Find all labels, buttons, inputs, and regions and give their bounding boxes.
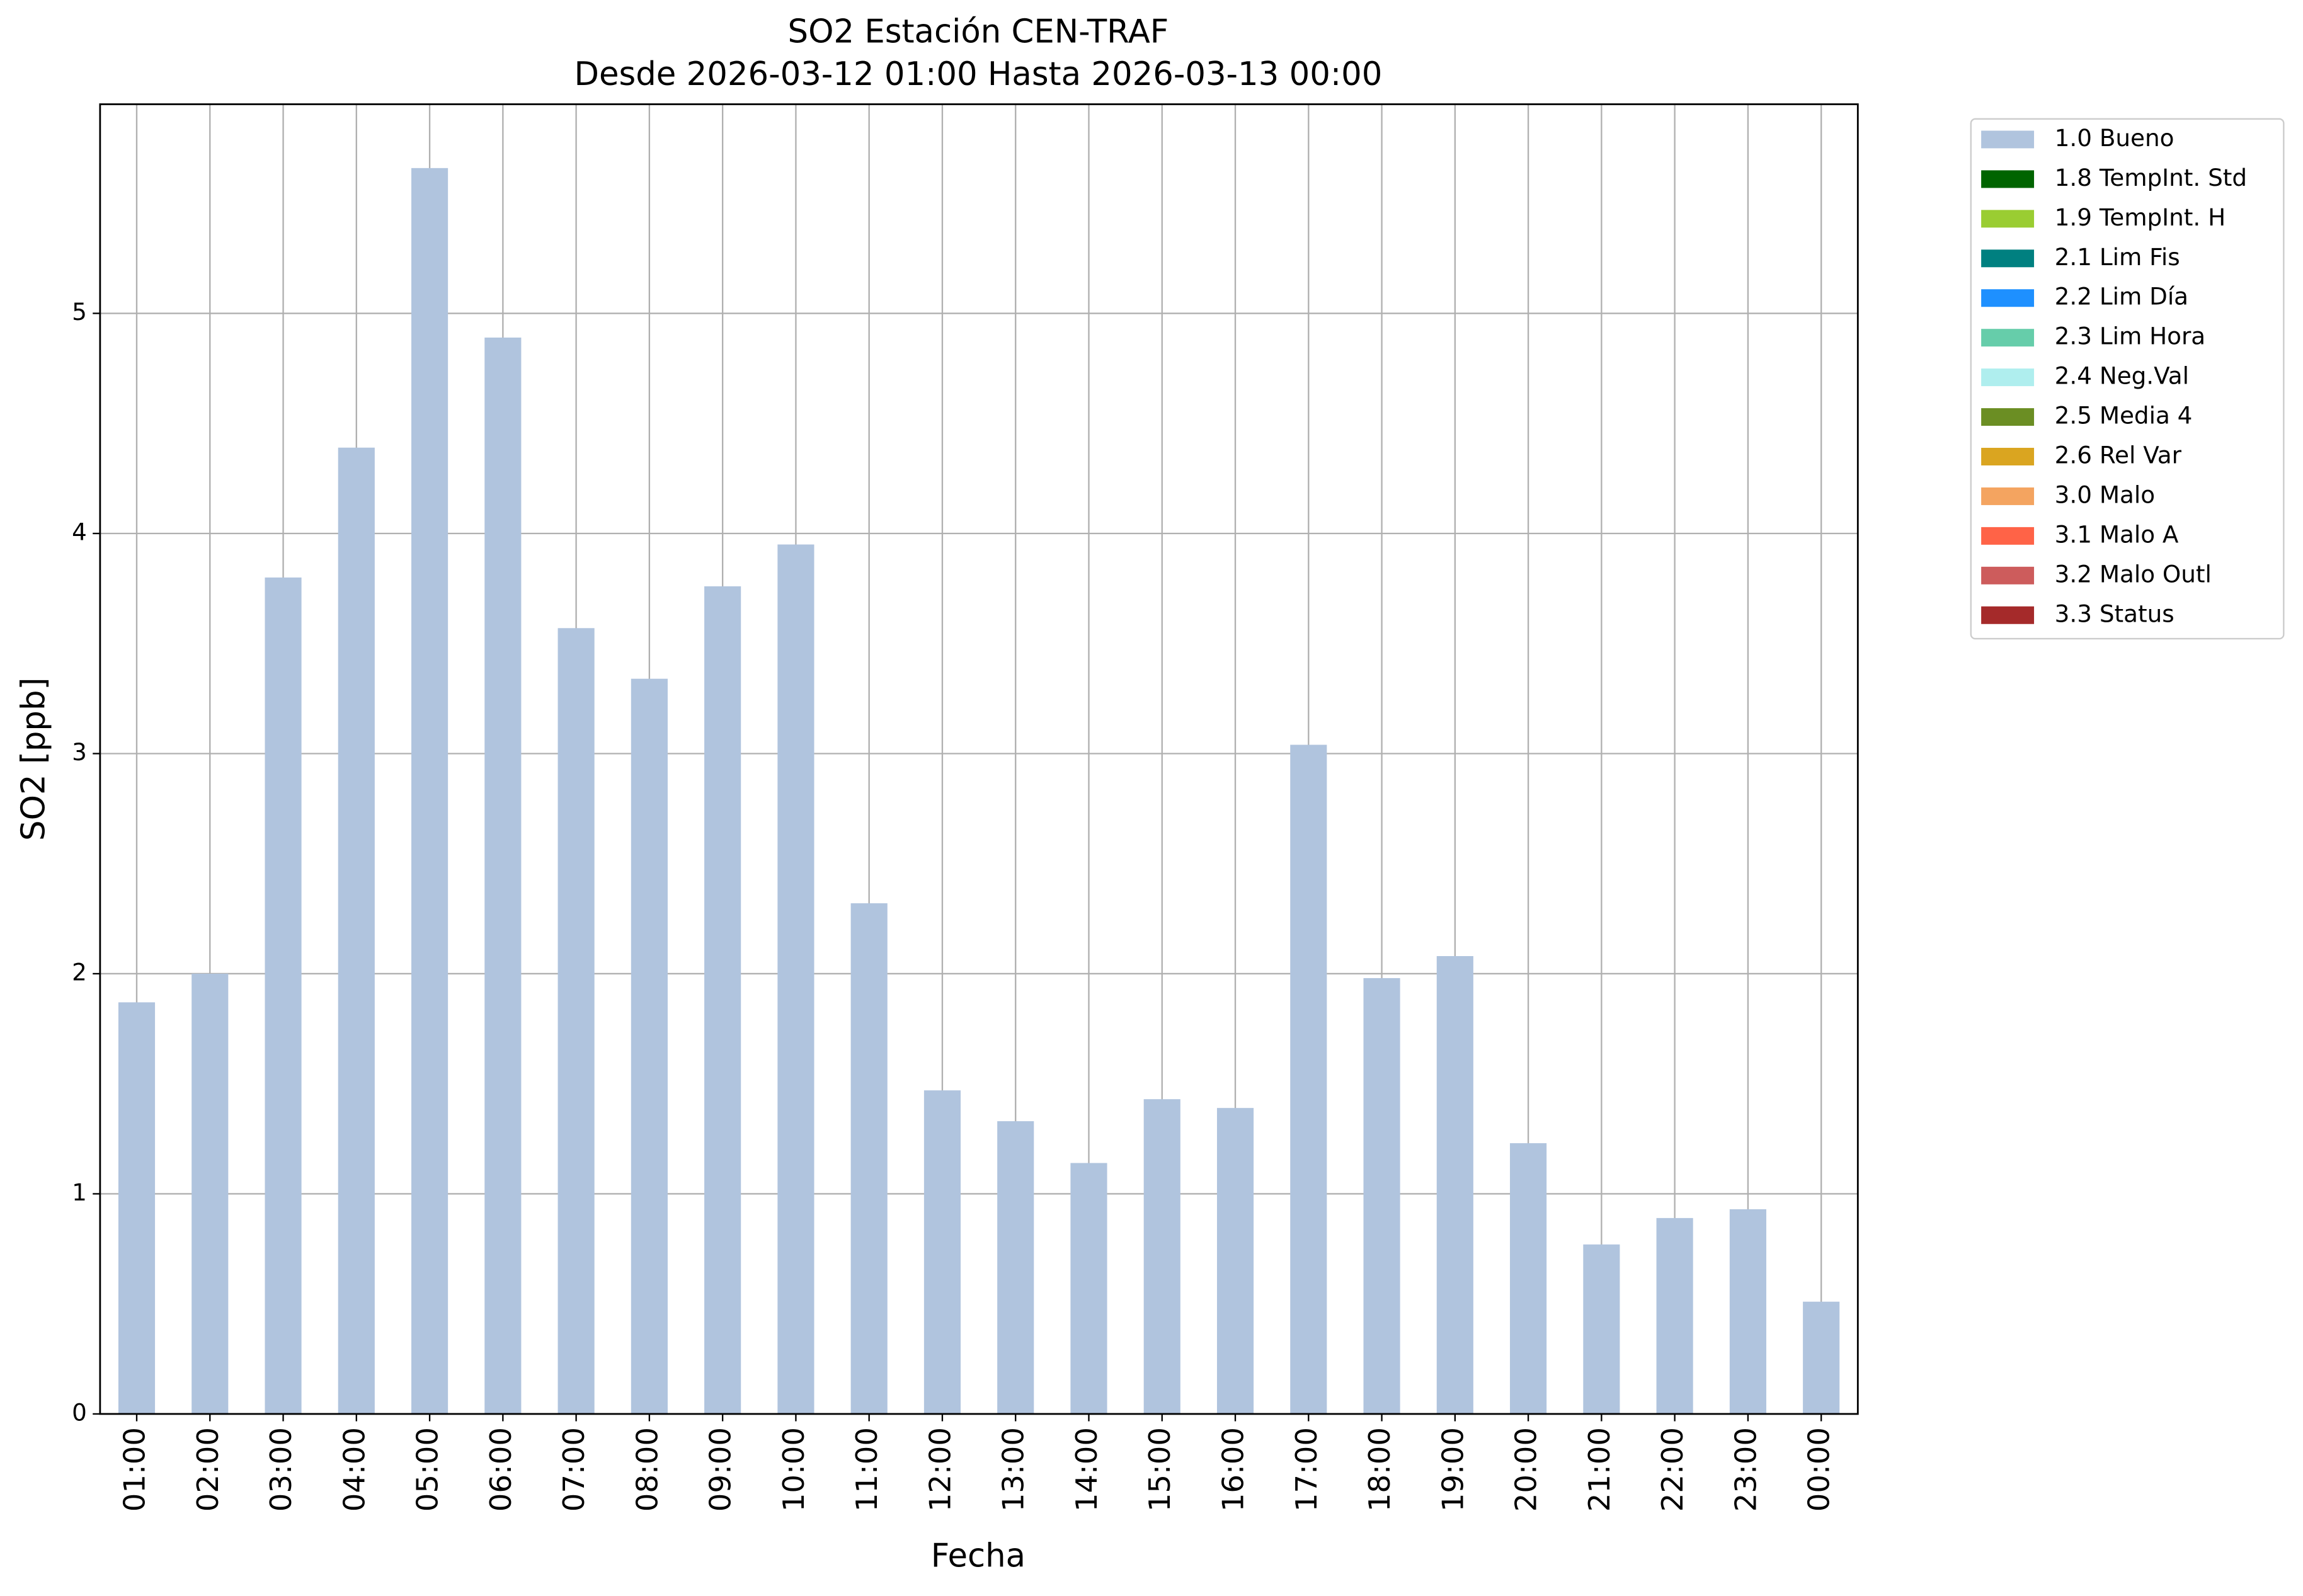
legend-label: 2.3 Lim Hora — [2055, 322, 2205, 350]
bar — [704, 586, 741, 1414]
legend-label: 1.9 TempInt. H — [2055, 203, 2226, 231]
legend-label: 3.0 Malo — [2055, 481, 2155, 508]
x-tick-label: 17:00 — [1289, 1427, 1323, 1512]
y-tick-label: 0 — [72, 1398, 87, 1426]
bar — [1583, 1244, 1620, 1414]
y-tick-label: 2 — [72, 958, 87, 986]
bar — [265, 577, 302, 1414]
bar — [1436, 956, 1473, 1414]
bar — [1070, 1163, 1107, 1414]
x-tick-label: 07:00 — [557, 1427, 591, 1512]
legend-label: 3.2 Malo Outl — [2055, 560, 2212, 588]
y-tick-label: 5 — [72, 298, 87, 326]
legend-box — [1970, 118, 2285, 640]
legend-swatch — [1981, 170, 2035, 188]
x-tick-label: 04:00 — [337, 1427, 371, 1512]
x-tick-label: 06:00 — [484, 1427, 518, 1512]
x-tick-label: 11:00 — [850, 1427, 884, 1512]
x-tick-label: 10:00 — [777, 1427, 811, 1512]
x-tick-label: 05:00 — [411, 1427, 445, 1512]
legend-swatch — [1981, 527, 2035, 545]
legend-swatch — [1981, 249, 2035, 268]
bar — [1143, 1099, 1180, 1414]
legend-swatch — [1981, 448, 2035, 465]
bar — [557, 628, 595, 1414]
bar — [1803, 1301, 1840, 1414]
plot-frame — [99, 103, 1859, 1415]
legend-label: 2.6 Rel Var — [2055, 441, 2182, 469]
bar — [1510, 1143, 1547, 1414]
legend-swatch — [1981, 566, 2035, 584]
y-tick-label: 3 — [72, 738, 87, 766]
legend-label: 3.3 Status — [2055, 600, 2174, 627]
legend-swatch — [1981, 289, 2035, 307]
chart-title: SO2 Estación CEN-TRAF — [788, 13, 1169, 51]
bar — [997, 1121, 1034, 1414]
bar — [1216, 1108, 1254, 1414]
x-tick-label: 23:00 — [1729, 1427, 1763, 1512]
legend-swatch — [1981, 408, 2035, 426]
legend-label: 2.1 Lim Fis — [2055, 243, 2180, 271]
bar — [411, 168, 449, 1414]
x-tick-label: 08:00 — [630, 1427, 664, 1512]
legend-label: 2.4 Neg.Val — [2055, 362, 2189, 390]
bar — [1656, 1217, 1693, 1414]
x-tick-label: 21:00 — [1582, 1427, 1616, 1512]
x-tick-label: 20:00 — [1509, 1427, 1543, 1512]
legend-swatch — [1981, 368, 2035, 387]
y-tick-label: 4 — [72, 518, 87, 546]
x-tick-label: 18:00 — [1363, 1427, 1397, 1512]
x-tick-label: 03:00 — [264, 1427, 298, 1512]
legend-swatch — [1981, 130, 2035, 149]
bar — [1290, 744, 1327, 1414]
legend-label: 1.0 Bueno — [2055, 124, 2174, 152]
bar — [1363, 978, 1400, 1414]
bar — [118, 1002, 156, 1414]
legend-label: 2.5 Media 4 — [2055, 402, 2193, 430]
bar — [484, 337, 522, 1414]
legend-swatch — [1981, 487, 2035, 505]
x-tick-label: 15:00 — [1143, 1427, 1177, 1512]
x-tick-label: 02:00 — [191, 1427, 225, 1512]
legend-swatch — [1981, 329, 2035, 347]
legend-swatch — [1981, 606, 2035, 624]
bar — [338, 447, 375, 1414]
chart-subtitle: Desde 2026-03-12 01:00 Hasta 2026-03-13 … — [574, 55, 1383, 93]
bar — [777, 544, 814, 1414]
x-tick-label: 22:00 — [1655, 1427, 1689, 1512]
bar — [1729, 1209, 1766, 1414]
y-tick-label: 1 — [72, 1178, 87, 1206]
legend-label: 1.8 TempInt. Std — [2055, 164, 2247, 191]
legend-label: 2.2 Lim Día — [2055, 283, 2188, 311]
bar — [631, 678, 668, 1414]
x-tick-label: 01:00 — [118, 1427, 152, 1512]
x-tick-label: 00:00 — [1802, 1427, 1836, 1512]
bar — [850, 903, 888, 1414]
legend-label: 3.1 Malo A — [2055, 520, 2179, 548]
y-axis-label: SO2 [ppb] — [14, 678, 52, 841]
x-tick-label: 16:00 — [1216, 1427, 1250, 1512]
bar — [923, 1090, 961, 1414]
x-axis-label: Fecha — [931, 1537, 1026, 1575]
x-tick-label: 13:00 — [997, 1427, 1031, 1512]
legend-swatch — [1981, 210, 2035, 228]
x-tick-label: 19:00 — [1436, 1427, 1470, 1512]
bar — [191, 973, 229, 1414]
x-tick-label: 09:00 — [704, 1427, 738, 1512]
x-tick-label: 14:00 — [1070, 1427, 1104, 1512]
x-tick-label: 12:00 — [923, 1427, 957, 1512]
